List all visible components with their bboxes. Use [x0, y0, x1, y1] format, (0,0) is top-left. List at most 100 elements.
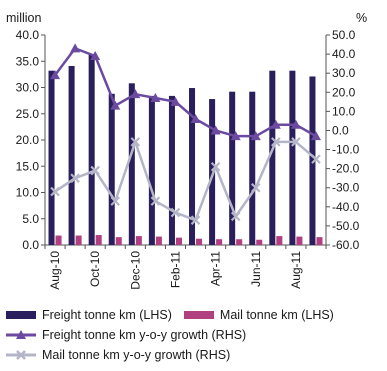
mail-growth-point	[250, 182, 261, 193]
mail-bar	[115, 237, 122, 245]
legend: Freight tonne km (LHS) Mail tonne km (LH…	[6, 305, 386, 365]
legend-item-freight-growth: Freight tonne km y-o-y growth (RHS)	[6, 328, 246, 342]
freight-bar	[148, 95, 155, 246]
freight-growth-point	[210, 125, 221, 135]
mail-bar	[276, 236, 283, 245]
right-tick-label: 50.0	[332, 28, 356, 42]
right-tick-label: 20.0	[332, 85, 356, 99]
right-axis-unit: %	[356, 11, 367, 25]
mail-growth-point	[170, 207, 181, 218]
mail-bar	[95, 235, 102, 245]
x-tick-label: Apr-11	[209, 251, 223, 286]
legend-swatch-mail-growth	[6, 350, 36, 360]
right-tick-label: -20.0	[332, 162, 360, 176]
freight-growth-point	[290, 119, 301, 129]
freight-growth-point	[190, 114, 201, 123]
freight-bar	[88, 54, 95, 245]
right-tick-label: -10.0	[332, 143, 360, 157]
left-tick-label: 35.0	[16, 54, 40, 68]
left-tick-label: 40.0	[16, 28, 40, 42]
right-tick-label: 10.0	[332, 104, 356, 118]
freight-bar	[269, 70, 276, 245]
freight-bar	[309, 76, 316, 245]
right-tick-label: -60.0	[332, 238, 360, 252]
legend-swatch-mail	[183, 311, 214, 319]
left-tick-label: 5.0	[22, 212, 39, 226]
mail-bar	[216, 239, 223, 245]
legend-swatch-freight-growth	[6, 330, 36, 339]
mail-growth-line	[54, 140, 317, 222]
legend-label-mail: Mail tonne km (LHS)	[219, 308, 334, 322]
legend-item-mail: Mail tonne km (LHS)	[183, 308, 334, 322]
legend-label-freight-growth: Freight tonne km y-o-y growth (RHS)	[42, 328, 247, 342]
left-tick-label: 10.0	[16, 186, 40, 200]
x-tick-label: Oct-10	[88, 251, 102, 287]
freight-bar	[209, 99, 216, 245]
mail-growth-point	[291, 137, 301, 147]
bars	[48, 54, 323, 246]
x-tick-label: Jun-11	[249, 251, 263, 287]
mail-bar	[55, 235, 62, 245]
legend-item-freight: Freight tonne km (LHS)	[6, 308, 172, 322]
freight-bar	[68, 65, 75, 245]
left-tick-label: 30.0	[16, 81, 40, 95]
freight-bar	[229, 91, 236, 245]
mail-growth-point	[70, 173, 80, 183]
freight-bar	[189, 88, 196, 246]
mail-growth-point	[110, 196, 121, 206]
mail-bar	[256, 239, 263, 245]
right-tick-label: 0.0	[332, 123, 349, 137]
legend-item-mail-growth: Mail tonne km y-o-y growth (RHS)	[6, 348, 230, 362]
left-tick-label: 0.0	[22, 238, 39, 252]
freight-growth-point	[130, 89, 141, 99]
freight-bar	[168, 95, 175, 246]
mail-bar	[236, 239, 243, 245]
lines	[50, 43, 321, 225]
mail-bar	[316, 237, 323, 245]
mail-bar	[155, 236, 162, 245]
legend-label-freight: Freight tonne km (LHS)	[42, 308, 172, 322]
mail-growth-point	[230, 211, 241, 222]
mail-growth-point	[150, 196, 161, 206]
mail-growth-point	[90, 165, 100, 176]
mail-growth-point	[130, 137, 141, 147]
right-tick-label: -30.0	[332, 181, 360, 195]
legend-row: Freight tonne km y-o-y growth (RHS)	[6, 325, 386, 345]
left-tick-label: 25.0	[16, 107, 40, 121]
right-tick-label: -40.0	[332, 200, 360, 214]
x-tick-label: Feb-11	[168, 251, 182, 288]
left-tick-label: 20.0	[16, 133, 40, 147]
right-tick-label: 40.0	[332, 47, 356, 61]
right-tick-label: -50.0	[332, 219, 360, 233]
mail-growth-point	[190, 215, 201, 225]
x-tick-label: Dec-10	[128, 251, 142, 290]
mail-bar	[296, 236, 303, 245]
freight-bar	[48, 70, 55, 245]
x-tick-label: Aug-11	[289, 251, 303, 289]
mail-bar	[175, 237, 182, 245]
freight-bar	[249, 91, 256, 245]
chart: million % 0.0 5.0 10.0 15.0 20.0 25.0 30.0 35.0…	[6, 11, 367, 290]
freight-growth-point	[250, 131, 261, 141]
legend-row: Freight tonne km (LHS) Mail tonne km (LH…	[6, 305, 386, 325]
legend-row: Mail tonne km y-o-y growth (RHS)	[6, 345, 386, 365]
x-tick-label: Aug-10	[48, 251, 62, 290]
right-tick-label: 30.0	[332, 66, 356, 80]
mail-growth-point	[311, 154, 321, 164]
tick-labels: 0.0 5.0 10.0 15.0 20.0 25.0 30.0 35.0 40.0 -60.0 -…	[16, 28, 360, 290]
freight-growth-point	[230, 131, 241, 141]
left-tick-label: 15.0	[16, 159, 40, 173]
freight-growth-point	[50, 70, 61, 80]
legend-label-mail-growth: Mail tonne km y-o-y growth (RHS)	[42, 348, 231, 362]
freight-bar	[289, 70, 296, 245]
mail-growth-point	[50, 186, 60, 197]
legend-swatch-freight	[6, 311, 36, 319]
freight-growth-point	[70, 43, 81, 53]
mail-bar	[135, 236, 142, 245]
freight-growth-point	[270, 119, 281, 129]
mail-growth-point	[271, 137, 281, 147]
freight-growth-point	[310, 131, 321, 141]
freight-bar	[108, 93, 115, 245]
freight-growth-point	[150, 93, 161, 102]
left-axis-unit: million	[6, 11, 41, 25]
